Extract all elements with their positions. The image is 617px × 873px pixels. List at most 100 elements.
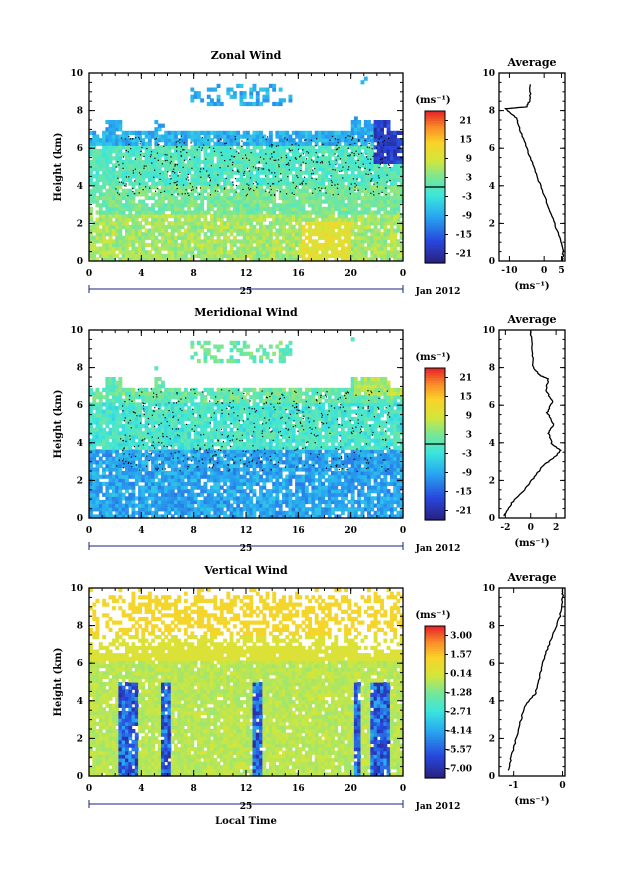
zero-contour bbox=[116, 388, 391, 473]
colorbar: (ms⁻¹) 3.00 1.57 0.14 -1.28 -2.71 -4.14 -5.57 -7… bbox=[415, 610, 472, 779]
x-tick-label: 12 bbox=[240, 269, 253, 279]
average-y-tick-label: 2 bbox=[489, 476, 495, 486]
y-axis-label: Height (km) bbox=[53, 390, 64, 459]
x-tick-label: 16 bbox=[292, 269, 305, 279]
x-tick-label: 0 bbox=[86, 784, 92, 794]
colorbar-tick-label: -15 bbox=[456, 231, 472, 241]
colorbar-tick-label: -21 bbox=[456, 250, 472, 260]
average-y-tick-label: 10 bbox=[482, 69, 495, 79]
y-tick-label: 4 bbox=[77, 182, 83, 192]
heatmap-cells bbox=[89, 76, 404, 262]
colorbar: (ms⁻¹) 21 15 9 3 -3 -9 -15 -21 bbox=[415, 352, 472, 521]
colorbar-tick-label: 3 bbox=[466, 174, 472, 184]
average-y-tick-label: 6 bbox=[489, 659, 495, 669]
y-tick-label: 6 bbox=[77, 401, 83, 411]
colorbar-tick-label: -1.28 bbox=[446, 689, 472, 699]
average-y-tick-label: 6 bbox=[489, 144, 495, 154]
colorbar-unit: (ms⁻¹) bbox=[415, 352, 450, 363]
chart-title: Meridional Wind bbox=[194, 306, 298, 319]
average-y-tick-label: 0 bbox=[489, 514, 495, 524]
average-y-tick-label: 2 bbox=[489, 734, 495, 744]
y-tick-label: 0 bbox=[77, 772, 83, 782]
x-tick-label: 0 bbox=[86, 269, 92, 279]
x-tick-label: 0 bbox=[400, 526, 406, 536]
y-tick-label: 8 bbox=[77, 107, 83, 117]
average-y-tick-label: 8 bbox=[489, 364, 495, 374]
colorbar-tick-label: 3.00 bbox=[450, 632, 472, 642]
average-x-tick-label: 5 bbox=[558, 266, 564, 276]
colorbar-tick-label: 15 bbox=[459, 393, 472, 403]
colorbar: (ms⁻¹) 21 15 9 3 -3 -9 -15 -21 bbox=[415, 95, 472, 264]
average-profile-panel: Average 0 2 4 6 8 10 -1 0 (ms⁻¹) bbox=[482, 571, 565, 807]
y-axis: 0 2 4 6 8 10 bbox=[70, 326, 403, 524]
average-y-tick-label: 2 bbox=[489, 219, 495, 229]
y-tick-label: 2 bbox=[77, 219, 83, 229]
average-x-tick-label: 2 bbox=[553, 523, 559, 533]
colorbar-unit: (ms⁻¹) bbox=[415, 610, 450, 621]
colorbar-tick-label: -7.00 bbox=[446, 765, 472, 775]
average-y-tick-label: 8 bbox=[489, 107, 495, 117]
date-day: 25 bbox=[240, 287, 253, 297]
x-tick-label: 4 bbox=[138, 784, 144, 794]
y-tick-label: 10 bbox=[70, 584, 83, 594]
x-tick-label: 4 bbox=[138, 269, 144, 279]
date-line: 25 Jan 2012 bbox=[88, 800, 460, 812]
colorbar-tick-label: 21 bbox=[459, 117, 472, 127]
average-x-axis-label: (ms⁻¹) bbox=[514, 538, 549, 549]
date-month: Jan 2012 bbox=[415, 287, 461, 297]
x-tick-label: 12 bbox=[240, 784, 253, 794]
y-axis: 0 2 4 6 8 10 bbox=[70, 584, 403, 782]
y-tick-label: 10 bbox=[70, 69, 83, 79]
y-tick-label: 4 bbox=[77, 439, 83, 449]
average-title: Average bbox=[506, 571, 556, 584]
x-tick-label: 0 bbox=[400, 269, 406, 279]
colorbar-tick-label: -21 bbox=[456, 507, 472, 517]
date-line: 25 Jan 2012 bbox=[88, 285, 461, 297]
date-month: Jan 2012 bbox=[415, 544, 461, 554]
colorbar-tick-label: 0.14 bbox=[450, 670, 472, 680]
y-tick-label: 8 bbox=[77, 364, 83, 374]
average-y-tick-label: 4 bbox=[489, 182, 495, 192]
colorbar-tick-label: 9 bbox=[466, 412, 472, 422]
x-tick-label: 16 bbox=[292, 526, 305, 536]
average-y-tick-label: 8 bbox=[489, 622, 495, 632]
colorbar-tick-label: -9 bbox=[462, 469, 472, 479]
colorbar-tick-label: 1.57 bbox=[450, 651, 472, 661]
date-day: 25 bbox=[240, 802, 253, 812]
average-profile-line bbox=[503, 329, 562, 517]
heatmap-cells bbox=[89, 588, 404, 777]
average-y-tick-label: 10 bbox=[482, 326, 495, 336]
average-y-tick-label: 10 bbox=[482, 584, 495, 594]
y-tick-label: 10 bbox=[70, 326, 83, 336]
y-tick-label: 0 bbox=[77, 257, 83, 267]
average-profile-line bbox=[503, 84, 565, 262]
chart-title: Vertical Wind bbox=[203, 564, 288, 577]
y-tick-label: 6 bbox=[77, 144, 83, 154]
x-axis: 0 4 8 12 16 20 0 bbox=[86, 330, 406, 536]
colorbar-tick-label: -4.14 bbox=[446, 727, 472, 737]
x-tick-label: 8 bbox=[191, 526, 197, 536]
x-tick-label: 12 bbox=[240, 526, 253, 536]
average-profile-panel: Average 0 2 4 6 8 10 -10 0 5 (ms⁻¹) bbox=[482, 56, 566, 292]
average-x-tick-label: -2 bbox=[500, 523, 510, 533]
date-day: 25 bbox=[240, 544, 253, 554]
colorbar-tick-label: -15 bbox=[456, 488, 472, 498]
average-y-tick-label: 4 bbox=[489, 697, 495, 707]
y-tick-label: 2 bbox=[77, 476, 83, 486]
colorbar-tick-label: 15 bbox=[459, 136, 472, 146]
colorbar-tick-label: 3 bbox=[466, 431, 472, 441]
x-tick-label: 0 bbox=[86, 526, 92, 536]
x-tick-label: 8 bbox=[191, 784, 197, 794]
chart-title: Zonal Wind bbox=[211, 49, 282, 62]
colorbar-tick-label: -2.71 bbox=[446, 708, 472, 718]
heatmap-cells bbox=[89, 337, 404, 519]
x-axis: 0 4 8 12 16 20 0 bbox=[86, 73, 406, 279]
average-y-tick-label: 4 bbox=[489, 439, 495, 449]
colorbar-tick-label: -3 bbox=[462, 450, 472, 460]
y-tick-label: 0 bbox=[77, 514, 83, 524]
average-x-tick-label: 0 bbox=[528, 523, 534, 533]
x-tick-label: 8 bbox=[191, 269, 197, 279]
